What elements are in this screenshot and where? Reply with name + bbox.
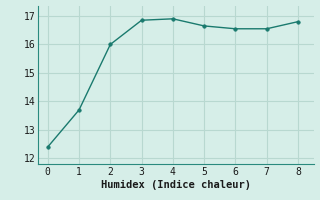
X-axis label: Humidex (Indice chaleur): Humidex (Indice chaleur)	[101, 180, 251, 190]
